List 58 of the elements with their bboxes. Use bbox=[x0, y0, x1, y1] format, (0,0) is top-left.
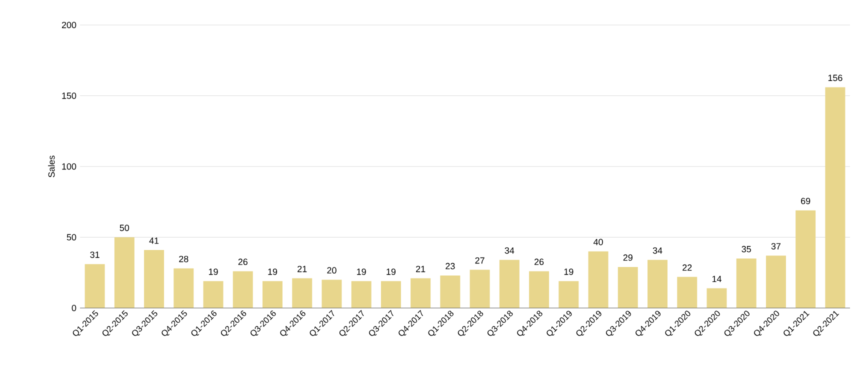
data-label: 26 bbox=[534, 258, 544, 266]
data-label: 40 bbox=[593, 238, 603, 246]
data-label: 21 bbox=[416, 266, 426, 272]
bar bbox=[114, 237, 134, 308]
data-label: 20 bbox=[327, 267, 336, 274]
bar bbox=[174, 268, 194, 308]
data-label: 29 bbox=[623, 254, 632, 261]
bar bbox=[588, 251, 608, 308]
bar bbox=[736, 258, 756, 308]
data-label: 69 bbox=[801, 198, 810, 204]
data-label: 28 bbox=[179, 256, 188, 262]
bar bbox=[84, 264, 105, 308]
bar bbox=[766, 256, 786, 308]
bar bbox=[292, 278, 312, 308]
bar bbox=[706, 288, 727, 308]
bar bbox=[440, 275, 460, 308]
y-tick-label: 0 bbox=[72, 304, 76, 312]
y-tick-label: 150 bbox=[62, 92, 76, 99]
data-label: 35 bbox=[742, 246, 751, 252]
bar bbox=[648, 260, 668, 308]
bar bbox=[470, 270, 490, 308]
data-label: 156 bbox=[828, 74, 842, 82]
bar bbox=[558, 281, 579, 308]
bar bbox=[232, 271, 253, 308]
data-label: 27 bbox=[475, 257, 484, 264]
data-label: 26 bbox=[238, 258, 248, 266]
y-tick-label: 50 bbox=[66, 234, 76, 240]
bar bbox=[825, 87, 846, 308]
bar bbox=[618, 266, 638, 308]
data-label: 23 bbox=[446, 262, 455, 270]
data-label: 50 bbox=[120, 224, 130, 232]
data-label: 37 bbox=[771, 243, 780, 250]
data-label: 34 bbox=[652, 247, 662, 254]
bar bbox=[677, 276, 698, 308]
bar bbox=[796, 210, 816, 308]
bar bbox=[351, 281, 372, 308]
data-label: 19 bbox=[357, 268, 366, 275]
bar bbox=[410, 278, 431, 308]
bar bbox=[529, 271, 550, 308]
data-label: 19 bbox=[208, 268, 218, 275]
bar bbox=[380, 281, 401, 308]
data-label: 19 bbox=[564, 268, 574, 275]
data-label: 19 bbox=[268, 268, 278, 275]
y-tick-label: 200 bbox=[62, 22, 76, 28]
bar bbox=[322, 280, 342, 308]
data-label: 41 bbox=[149, 238, 159, 244]
data-label: 21 bbox=[298, 266, 307, 272]
bar bbox=[203, 281, 224, 308]
bar bbox=[262, 281, 283, 308]
bar bbox=[144, 250, 164, 308]
y-tick-label: 100 bbox=[62, 163, 76, 170]
bar bbox=[499, 260, 520, 308]
data-label: 31 bbox=[90, 252, 100, 258]
data-label: 19 bbox=[386, 268, 396, 275]
data-label: 22 bbox=[682, 264, 692, 271]
data-label: 14 bbox=[712, 276, 722, 282]
y-axis-title: Sales bbox=[48, 156, 55, 178]
data-label: 34 bbox=[504, 247, 514, 254]
